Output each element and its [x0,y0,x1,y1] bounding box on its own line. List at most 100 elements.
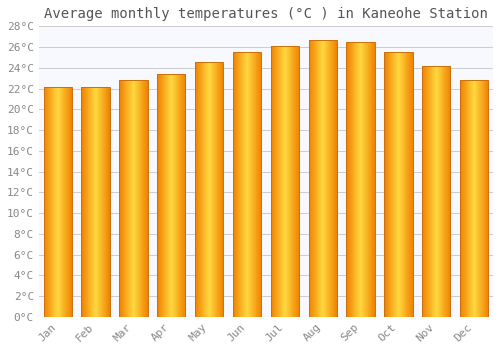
Bar [169,74,170,317]
Bar [131,80,132,317]
Bar [137,80,138,317]
Bar [271,46,272,317]
Bar [254,52,255,317]
Bar [260,52,261,317]
Bar [321,40,322,317]
Bar [253,52,254,317]
Bar [323,40,324,317]
Bar [178,74,179,317]
Bar [288,46,289,317]
Bar [127,80,128,317]
Bar [143,80,144,317]
Bar [129,80,130,317]
Bar [423,66,424,317]
Bar [213,62,214,317]
Bar [172,74,173,317]
Bar [424,66,425,317]
Bar [397,52,398,317]
Bar [94,88,95,317]
Bar [133,80,134,317]
Bar [145,80,146,317]
Bar [170,74,171,317]
Bar [438,66,439,317]
Bar [138,80,139,317]
Bar [215,62,216,317]
Bar [128,80,129,317]
Bar [147,80,148,317]
Bar [469,80,470,317]
Bar [309,40,310,317]
Bar [60,88,61,317]
Bar [286,46,287,317]
Bar [65,88,66,317]
Bar [477,80,478,317]
Bar [276,46,277,317]
Bar [103,88,104,317]
Bar [119,80,148,317]
Bar [87,88,88,317]
Bar [90,88,91,317]
Bar [101,88,102,317]
Bar [122,80,123,317]
Bar [316,40,317,317]
Bar [104,88,105,317]
Bar [435,66,436,317]
Bar [163,74,164,317]
Bar [272,46,273,317]
Bar [92,88,93,317]
Bar [319,40,320,317]
Bar [184,74,185,317]
Bar [448,66,449,317]
Bar [48,88,49,317]
Bar [99,88,100,317]
Bar [220,62,221,317]
Bar [223,62,224,317]
Bar [237,52,238,317]
Bar [53,88,54,317]
Bar [478,80,479,317]
Bar [88,88,89,317]
Bar [59,88,60,317]
Bar [282,46,283,317]
Bar [45,88,46,317]
Bar [366,42,367,317]
Bar [221,62,222,317]
Bar [216,62,217,317]
Bar [374,42,375,317]
Bar [313,40,314,317]
Bar [481,80,482,317]
Bar [396,52,397,317]
Bar [204,62,205,317]
Bar [410,52,411,317]
Bar [270,46,299,317]
Bar [130,80,131,317]
Bar [234,52,235,317]
Bar [430,66,431,317]
Bar [258,52,259,317]
Bar [242,52,244,317]
Bar [334,40,335,317]
Bar [61,88,62,317]
Bar [84,88,85,317]
Bar [463,80,464,317]
Bar [52,88,53,317]
Bar [166,74,167,317]
Bar [346,42,375,317]
Bar [206,62,207,317]
Bar [473,80,474,317]
Bar [44,88,45,317]
Bar [366,42,367,317]
Bar [317,40,318,317]
Bar [432,66,433,317]
Bar [222,62,223,317]
Bar [331,40,332,317]
Bar [322,40,323,317]
Bar [174,74,175,317]
Bar [195,62,196,317]
Bar [408,52,409,317]
Bar [279,46,280,317]
Bar [460,80,488,317]
Bar [64,88,65,317]
Bar [197,62,198,317]
Bar [56,88,57,317]
